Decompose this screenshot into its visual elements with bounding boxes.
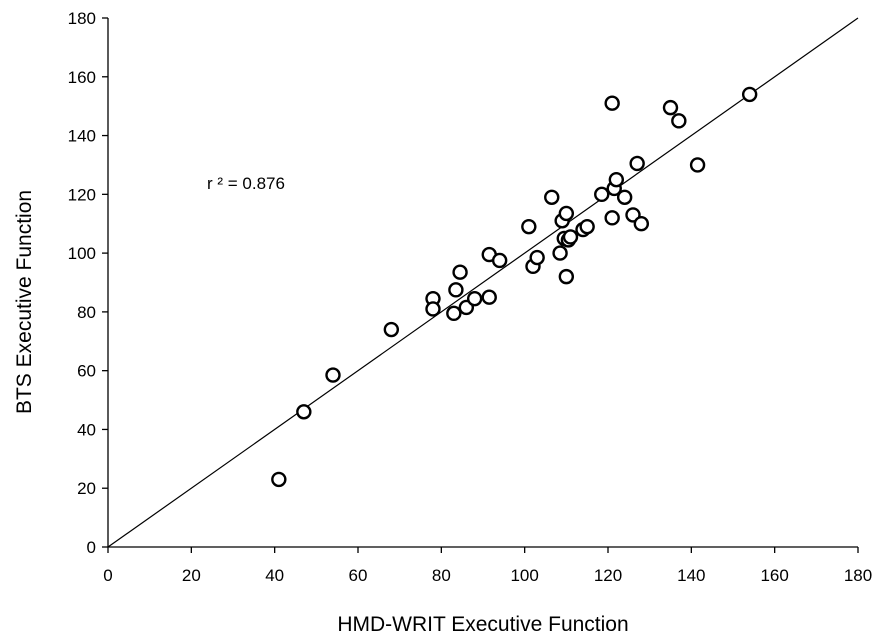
data-point xyxy=(662,99,679,116)
data-point xyxy=(558,268,575,285)
data-point xyxy=(616,189,633,205)
x-tick-label: 40 xyxy=(265,566,284,585)
y-tick-label: 160 xyxy=(68,68,96,87)
data-point xyxy=(594,186,610,203)
data-point xyxy=(558,205,575,222)
y-tick-label: 0 xyxy=(87,538,96,557)
data-point xyxy=(466,290,483,307)
data-point xyxy=(296,404,312,420)
data-point xyxy=(689,157,706,173)
data-point xyxy=(529,249,545,266)
data-point xyxy=(633,216,650,232)
y-tick-label: 20 xyxy=(77,479,96,498)
data-point xyxy=(448,282,464,298)
x-tick-label: 180 xyxy=(844,566,872,585)
x-tick-label: 60 xyxy=(349,566,368,585)
regression-line xyxy=(107,17,859,548)
data-point xyxy=(452,264,468,280)
data-point xyxy=(629,155,645,172)
x-tick-label: 0 xyxy=(103,566,112,585)
data-point xyxy=(544,189,560,205)
x-axis-title: HMD-WRIT Executive Function xyxy=(337,613,628,636)
x-tick-label: 140 xyxy=(677,566,705,585)
data-point xyxy=(425,301,441,317)
y-tick-label: 100 xyxy=(68,244,96,263)
data-point xyxy=(604,210,620,226)
data-point xyxy=(741,86,758,103)
y-tick-label: 80 xyxy=(77,303,96,322)
data-point xyxy=(579,218,595,235)
y-axis-title: BTS Executive Function xyxy=(13,190,36,414)
x-tick-label: 80 xyxy=(432,566,451,585)
axes xyxy=(107,18,858,548)
data-point xyxy=(446,305,462,322)
data-point xyxy=(562,229,579,245)
data-point xyxy=(604,95,620,111)
data-point xyxy=(491,252,508,269)
y-tick-label: 120 xyxy=(68,185,96,204)
x-tick-label: 120 xyxy=(594,566,622,585)
y-tick-label: 140 xyxy=(68,127,96,146)
data-point xyxy=(325,367,341,383)
x-tick-label: 100 xyxy=(510,566,538,585)
data-points xyxy=(271,86,758,488)
data-point xyxy=(552,245,568,261)
ticks: 0 20 40 60 80 100 120 140 160 180 0 20 40 60 80 100 120 1… xyxy=(68,9,873,585)
data-point xyxy=(671,113,687,129)
r-squared-annotation: r ² = 0.876 xyxy=(207,174,285,193)
data-point xyxy=(521,218,537,235)
x-tick-label: 160 xyxy=(760,566,788,585)
data-point xyxy=(271,471,287,488)
data-point xyxy=(383,321,400,338)
y-tick-label: 40 xyxy=(77,420,96,439)
y-tick-label: 180 xyxy=(68,9,96,28)
x-tick-label: 20 xyxy=(182,566,201,585)
data-point xyxy=(481,289,497,305)
y-tick-label: 60 xyxy=(77,362,96,381)
data-point xyxy=(608,171,625,188)
